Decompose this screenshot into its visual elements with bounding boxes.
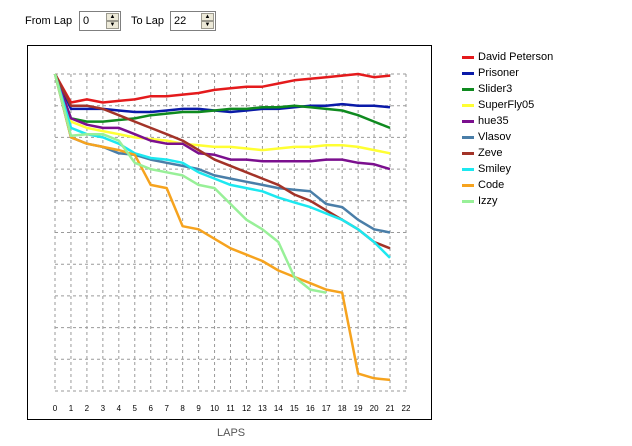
x-tick-label: 2 <box>85 404 90 413</box>
legend-swatch <box>462 56 474 59</box>
x-tick-label: 16 <box>306 404 315 413</box>
to-lap-down-arrow-icon[interactable]: ▼ <box>201 21 214 29</box>
series-line-9 <box>53 73 391 382</box>
x-tick-label: 18 <box>338 404 347 413</box>
legend-label: Zeve <box>478 147 503 159</box>
x-tick-label: 17 <box>322 404 331 413</box>
x-tick-label: 13 <box>258 404 267 413</box>
legend-label: hue35 <box>478 115 509 127</box>
series-line-10 <box>53 73 327 294</box>
legend-label: David Peterson <box>478 51 554 63</box>
legend-label: Smiley <box>478 163 512 175</box>
series-line-5 <box>53 73 391 171</box>
legend-swatch <box>462 152 474 155</box>
legend-swatch <box>462 184 474 187</box>
to-lap-value[interactable]: 22 <box>174 15 187 27</box>
legend-label: Prisoner <box>478 67 519 79</box>
x-tick-label: 22 <box>402 404 411 413</box>
x-axis-label: LAPS <box>217 427 246 439</box>
series-line-8 <box>53 73 391 259</box>
legend-swatch <box>462 72 474 75</box>
legend-swatch <box>462 104 474 107</box>
from-lap-down-arrow-icon[interactable]: ▼ <box>106 21 119 29</box>
from-lap-value[interactable]: 0 <box>83 15 90 27</box>
series-line-4 <box>53 73 391 155</box>
x-tick-label: 0 <box>53 404 58 413</box>
legend-label: Code <box>478 179 505 191</box>
x-tick-label: 21 <box>386 404 395 413</box>
legend-swatch <box>462 120 474 123</box>
x-tick-label: 19 <box>354 404 363 413</box>
legend-label: Izzy <box>478 195 498 207</box>
to-lap-up-arrow-icon[interactable]: ▲ <box>201 13 214 21</box>
x-tick-label: 9 <box>196 404 201 413</box>
x-tick-label: 20 <box>370 404 379 413</box>
legend-swatch <box>462 136 474 139</box>
from-lap-label: From Lap <box>25 15 73 27</box>
x-tick-label: 1 <box>69 404 74 413</box>
series-line-2 <box>53 73 391 114</box>
x-tick-label: 12 <box>242 404 251 413</box>
to-lap-stepper[interactable]: 22 ▲ ▼ <box>170 11 216 31</box>
from-lap-up-arrow-icon[interactable]: ▲ <box>106 13 119 21</box>
legend-label: SuperFly05 <box>478 99 535 111</box>
series-line-6 <box>53 73 391 234</box>
x-tick-label: 4 <box>117 404 122 413</box>
legend-label: Slider3 <box>478 83 513 95</box>
lap-position-chart: 0 1 2 3 4 5 6 7 8 9 10 11 12 13 14 15 16 17 18 19 20 21 22 <box>53 72 411 413</box>
legend-swatch <box>462 88 474 91</box>
legend-swatch <box>462 200 474 203</box>
chart-frame: 0 1 2 3 4 5 6 7 8 9 10 11 12 13 14 15 16 17 18 19 20 21 22 <box>27 45 432 420</box>
from-lap-stepper[interactable]: 0 ▲ ▼ <box>79 11 121 31</box>
legend-swatch <box>462 168 474 171</box>
series-line-3 <box>53 73 391 130</box>
x-tick-label: 8 <box>180 404 185 413</box>
x-tick-label: 5 <box>133 404 138 413</box>
x-tick-label: 15 <box>290 404 299 413</box>
x-tick-label: 6 <box>149 404 154 413</box>
x-tick-label: 10 <box>210 404 219 413</box>
x-tick-label: 7 <box>164 404 169 413</box>
legend-label: Vlasov <box>478 131 512 143</box>
x-tick-label: 14 <box>274 404 283 413</box>
series-line-1 <box>53 72 391 104</box>
x-tick-label: 11 <box>226 404 235 413</box>
to-lap-label: To Lap <box>131 15 165 27</box>
x-tick-label: 3 <box>101 404 106 413</box>
series-line-7 <box>53 73 391 250</box>
